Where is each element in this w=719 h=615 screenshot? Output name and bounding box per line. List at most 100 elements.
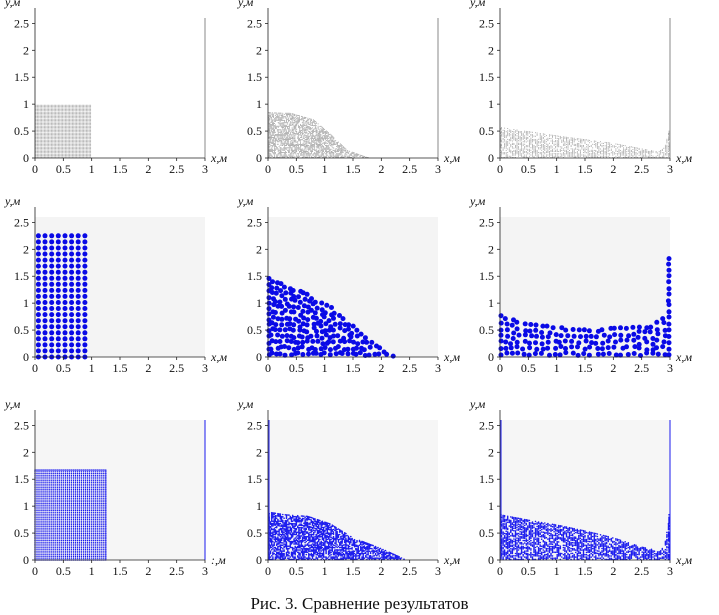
particle [36,111,38,113]
particle [579,155,581,157]
particle [620,155,621,157]
particle [90,138,92,140]
particle [42,134,44,136]
particle [313,128,315,130]
particle [55,114,57,116]
particle [331,141,333,143]
particle [587,151,589,153]
particle [273,117,275,119]
particle [35,127,37,129]
particle [340,153,342,155]
particle [337,148,338,150]
particle [287,118,288,120]
particle [561,155,563,157]
particle [287,135,288,137]
particle [280,125,282,127]
particle [90,153,92,155]
particle [73,128,75,130]
particle [286,345,292,351]
particle [567,147,569,149]
particle [581,154,583,156]
particle [505,146,507,148]
particle [346,152,348,153]
particle [542,145,544,147]
y-tick-label: 0.5 [14,124,29,138]
particle [612,151,614,153]
particle [82,324,88,330]
particle [344,153,346,155]
particle [49,275,55,281]
particle [322,133,324,135]
particle [579,138,581,140]
particle [284,116,286,118]
particle [39,148,41,150]
particle [82,239,88,245]
particle [530,147,532,149]
particle [280,140,282,142]
particle [282,116,284,118]
particle [50,104,52,106]
particle [321,148,323,150]
x-tick-label: 0 [265,162,271,176]
particle [279,154,281,156]
particle [302,153,304,155]
particle [71,156,73,158]
particle [42,142,44,144]
particle [337,154,338,156]
particle [270,137,272,138]
particle [269,125,271,127]
particle [312,134,314,136]
particle [83,104,85,106]
particle [82,342,88,348]
particle [269,124,271,126]
particle [325,130,327,132]
particle [293,149,295,151]
particle [326,132,328,134]
particle [272,155,274,157]
particle [329,149,331,151]
particle [49,127,51,129]
particle [57,143,59,145]
particle [507,143,509,145]
particle [279,131,281,133]
particle [49,115,51,117]
particle [314,140,316,142]
particle [302,137,304,139]
particle [518,136,519,138]
particle [308,153,310,155]
particle [39,131,41,133]
particle [319,139,321,141]
particle [298,118,300,120]
particle [35,107,37,109]
particle [277,153,279,155]
particle [535,132,536,134]
particle [67,131,69,133]
particle [277,327,283,333]
particle [50,153,52,155]
particle [307,117,309,119]
particle [74,132,76,134]
particle [55,155,57,157]
particle [590,155,592,157]
particle [567,142,569,144]
particle [36,149,38,151]
particles [500,127,670,158]
particle [308,149,310,151]
particle [36,145,38,147]
particle [55,281,61,287]
particle [604,148,606,150]
particle [78,138,80,140]
particle [88,139,90,141]
particle [502,138,504,139]
particle [53,129,55,131]
particle [56,138,58,140]
particle [322,132,324,134]
particle [63,149,65,151]
particle [305,146,307,148]
particle [500,136,502,138]
particle [39,153,41,155]
particle [508,140,510,142]
particle [71,153,73,155]
particle [270,151,272,153]
particle [324,137,326,139]
